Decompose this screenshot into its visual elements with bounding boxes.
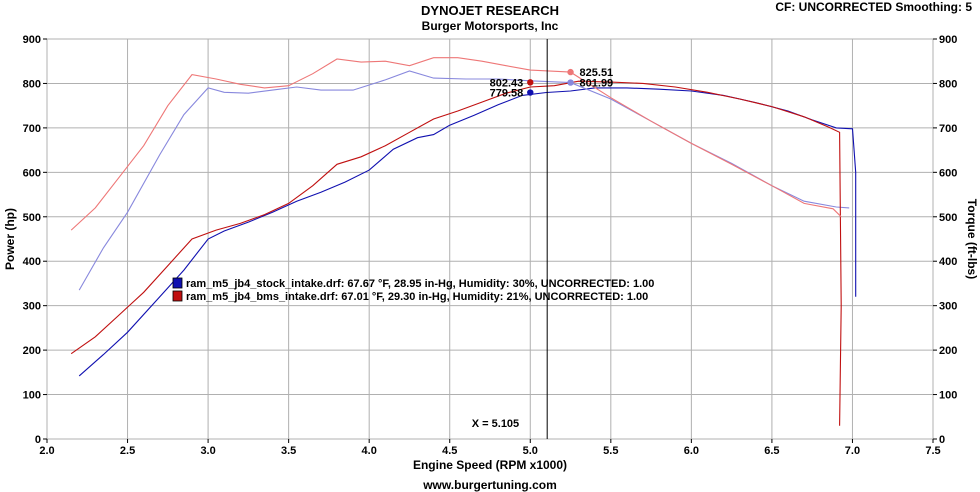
peak-labels: 825.51 802.43 801.99 779.58 <box>490 67 614 99</box>
peak-label: 779.58 <box>490 88 524 100</box>
legend-entry: ram_m5_jb4_stock_intake.drf: 67.67 °F, 2… <box>186 278 654 290</box>
y-tick-label-left: 0 <box>35 434 41 446</box>
y-tick-label-right: 600 <box>939 167 957 179</box>
y-tick-label-left: 600 <box>23 167 41 179</box>
y-tick-label-left: 800 <box>23 78 41 90</box>
x-tick-label: 6.0 <box>684 445 699 457</box>
y-axis-title-left: Power (hp) <box>3 208 17 270</box>
x-tick-label: 2.5 <box>120 445 135 457</box>
plot-area <box>46 38 934 440</box>
legend-swatch <box>172 277 183 289</box>
peak-label: 801.99 <box>580 78 614 90</box>
footer-url[interactable]: www.burgertuning.com <box>423 478 557 492</box>
x-tick-label: 7.5 <box>925 445 940 457</box>
y-tick-label-left: 400 <box>23 256 41 268</box>
y-tick-label-right: 900 <box>939 34 957 46</box>
y-tick-label-left: 900 <box>23 34 41 46</box>
x-axis-title: Engine Speed (RPM x1000) <box>413 458 567 472</box>
y-axis-title-right: Torque (ft-lbs) <box>965 199 979 279</box>
peak-label: 825.51 <box>580 67 614 79</box>
peak-label: 802.43 <box>490 77 524 89</box>
x-tick-label: 5.5 <box>603 445 618 457</box>
y-tick-label-right: 0 <box>939 434 945 446</box>
x-tick-label: 4.0 <box>362 445 377 457</box>
axis-ticks: 2.0 2.5 3.0 3.5 4.0 4.5 5.0 5.5 6.0 6.5 7.0 7.50 010… <box>23 34 958 457</box>
peak-marker <box>527 89 534 96</box>
legend-swatch <box>172 290 183 302</box>
y-tick-label-right: 400 <box>939 256 957 268</box>
y-tick-label-right: 500 <box>939 212 957 224</box>
y-tick-label-right: 300 <box>939 301 957 313</box>
peak-marker <box>567 68 574 76</box>
series-line-power <box>70 80 842 426</box>
chart-title: DYNOJET RESEARCH <box>421 3 559 18</box>
y-tick-label-right: 800 <box>939 78 957 90</box>
x-tick-label: 3.5 <box>281 445 296 457</box>
peak-marker <box>567 79 574 86</box>
y-tick-label-right: 700 <box>939 123 957 135</box>
peak-marker <box>527 79 534 86</box>
cursor-readout: X = 5.105 <box>472 418 519 430</box>
y-tick-label-right: 100 <box>939 390 957 402</box>
x-tick-label: 6.5 <box>764 445 779 457</box>
legend-entry: ram_m5_jb4_bms_intake.drf: 67.01 °F, 29.… <box>186 291 648 303</box>
y-tick-label-left: 100 <box>23 390 41 402</box>
cursor-layer: X = 5.105 <box>472 39 548 439</box>
x-tick-label: 7.0 <box>845 445 860 457</box>
y-tick-label-right: 200 <box>939 345 957 357</box>
x-tick-label: 4.5 <box>442 445 457 457</box>
x-tick-label: 2.0 <box>39 445 54 457</box>
settings-readout: CF: UNCORRECTED Smoothing: 5 <box>775 0 972 14</box>
x-tick-label: 3.0 <box>200 445 215 457</box>
x-tick-label: 5.0 <box>523 445 538 457</box>
chart-subtitle: Burger Motorsports, Inc <box>421 19 559 33</box>
legend: ram_m5_jb4_stock_intake.drf: 67.67 °F, 2… <box>172 277 654 303</box>
y-tick-label-left: 300 <box>23 301 41 313</box>
series-line-torque <box>70 57 842 231</box>
y-tick-label-left: 200 <box>23 345 41 357</box>
series-layer <box>70 57 857 426</box>
y-tick-label-left: 700 <box>23 123 41 135</box>
y-tick-label-left: 500 <box>23 212 41 224</box>
